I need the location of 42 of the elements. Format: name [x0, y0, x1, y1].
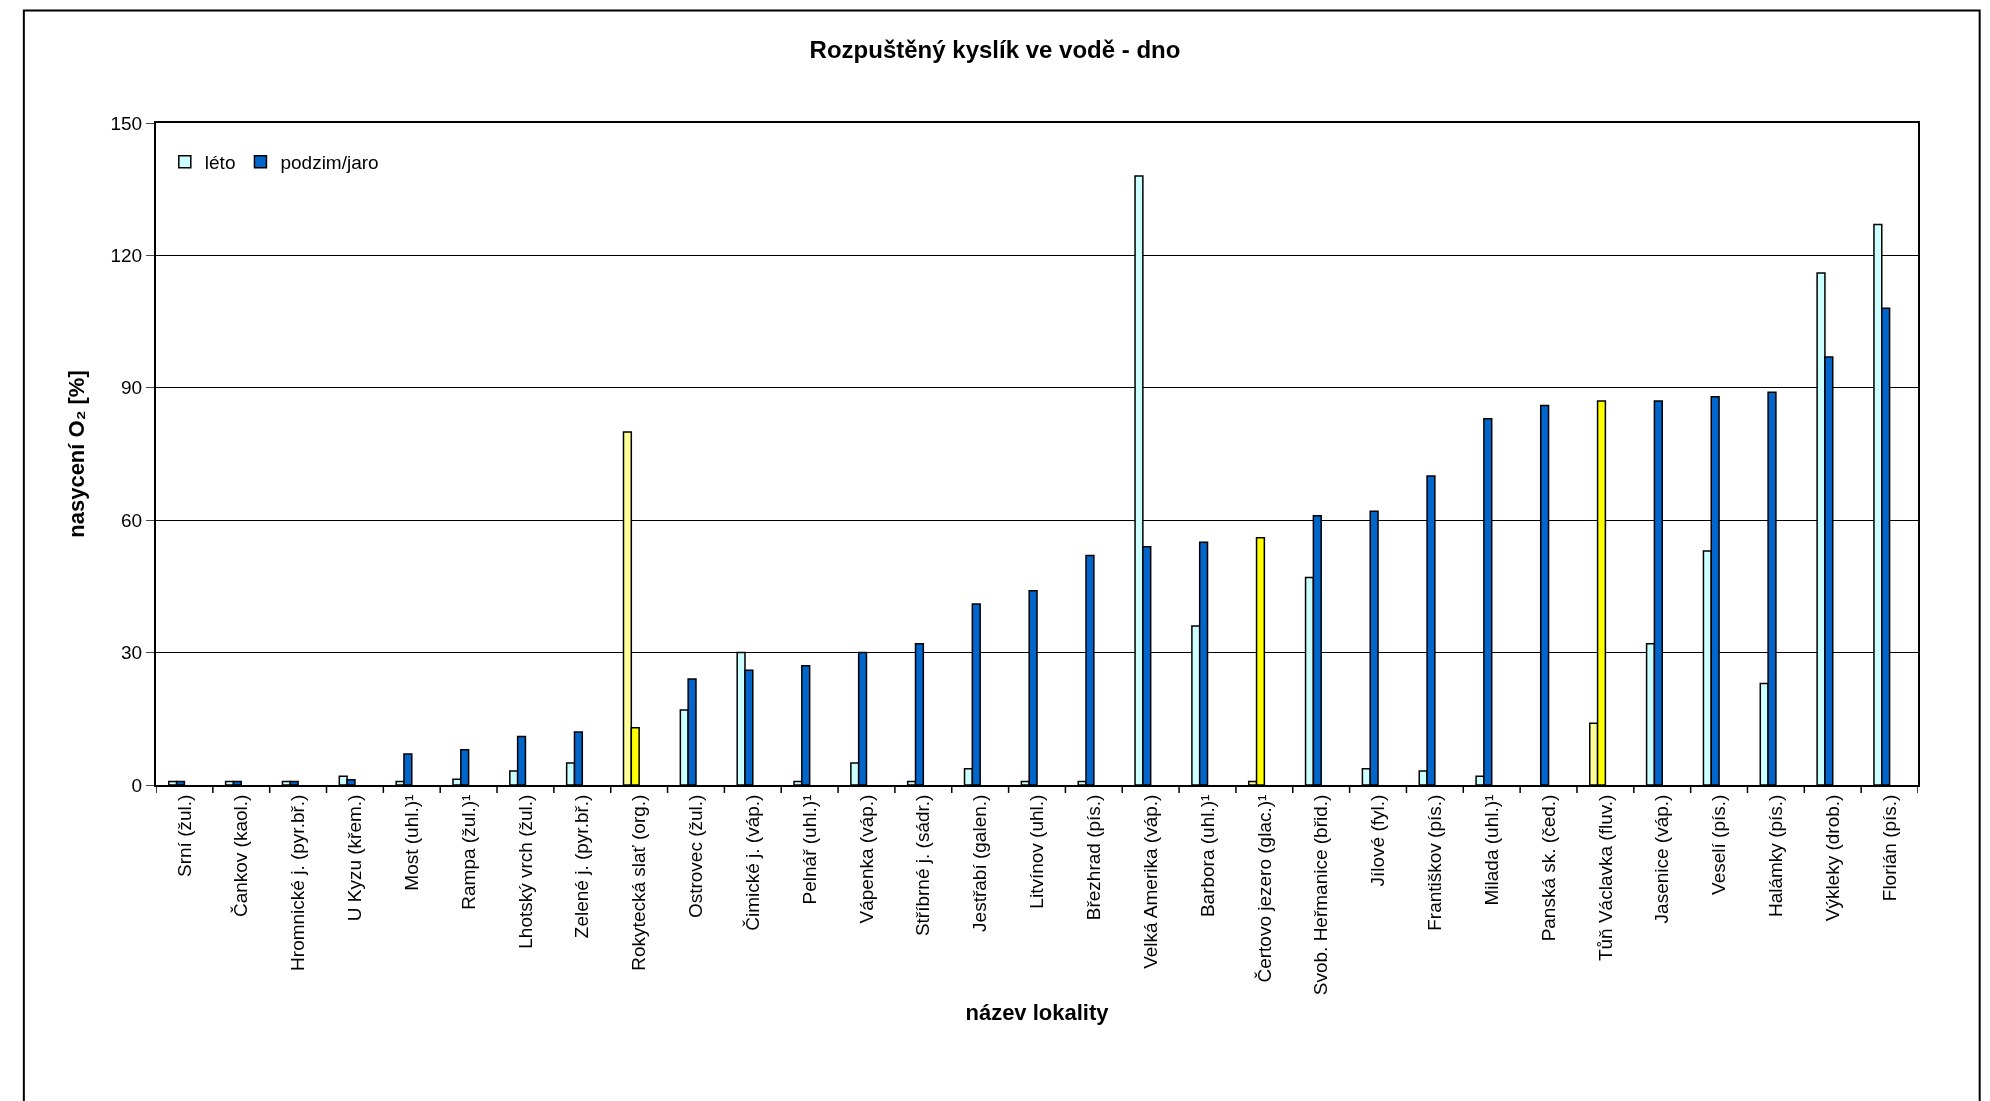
x-tick-label: Velká Amerika (váp.): [1139, 794, 1161, 969]
x-tick-label: Veselí (pís.): [1708, 794, 1730, 895]
y-tick-label: 60: [121, 509, 143, 531]
x-tick-label: Panská sk. (čed.): [1537, 794, 1559, 942]
y-axis-title: nasycení O₂ [%]: [63, 370, 89, 538]
x-tick-label: Františkov (pís.): [1424, 794, 1446, 931]
y-tick-label: 120: [110, 245, 143, 267]
x-tick-label: Milada (uhl.)¹: [1480, 794, 1502, 906]
y-tick-label: 150: [110, 112, 143, 134]
x-tick-label: Barbora (uhl.)¹: [1196, 794, 1218, 918]
x-tick-label: Lhotský vrch (žul.): [514, 794, 536, 949]
x-tick-label: Pelnář (uhl.)¹: [798, 794, 820, 905]
x-tick-label: Litvínov (uhl.): [1026, 794, 1048, 909]
x-tick-label: Svob. Heřmanice (břid.): [1310, 794, 1332, 996]
x-tick-label: Jasenice (váp.): [1651, 794, 1673, 924]
x-tick-label: Most (uhl.)¹: [400, 794, 422, 891]
x-tick-label: Tůň Václavka (fluv.): [1594, 794, 1616, 962]
legend-label: podzim/jaro: [280, 152, 379, 174]
x-tick-label: Jestřabí (galen.): [969, 794, 991, 932]
x-tick-label: Jílové (fyl.): [1367, 794, 1389, 887]
x-tick-label: Hromnické j. (pyr.bř.): [287, 794, 309, 971]
chart-title: Rozpuštěný kyslík ve vodě - dno: [809, 35, 1181, 63]
x-axis-title: název lokality: [965, 999, 1110, 1025]
x-tick-label: Ostrovec (žul.): [685, 794, 707, 919]
y-tick-label: 90: [121, 377, 143, 399]
legend-label: léto: [204, 152, 236, 174]
y-tick-label: 0: [131, 774, 143, 796]
x-tick-label: Halámky (pís.): [1765, 794, 1787, 918]
x-tick-label: U Kyzu (křem.): [344, 794, 366, 922]
x-tick-label: Výkleky (drob.): [1821, 794, 1843, 922]
x-tick-label: Čankov (kaol.): [230, 794, 252, 918]
x-tick-label: Srní (žul.): [173, 794, 195, 877]
x-tick-label: Čimické j. (váp.): [741, 794, 763, 931]
x-tick-label: Florián (pís.): [1878, 794, 1900, 902]
x-tick-label: Stříbrné j. (sádr.): [912, 794, 934, 937]
x-tick-label: Rokytecká slať (org.): [628, 794, 650, 971]
x-tick-label: Zelené j. (pyr.bř.): [571, 794, 593, 939]
x-tick-label: Rampa (žul.)¹: [457, 794, 479, 910]
x-tick-label: Březhrad (pís.): [1083, 794, 1105, 921]
x-tick-label: Čertovo jezero (glac.)¹: [1253, 794, 1275, 983]
x-tick-label: Vápenka (váp.): [855, 794, 877, 924]
y-tick-label: 30: [121, 642, 143, 664]
